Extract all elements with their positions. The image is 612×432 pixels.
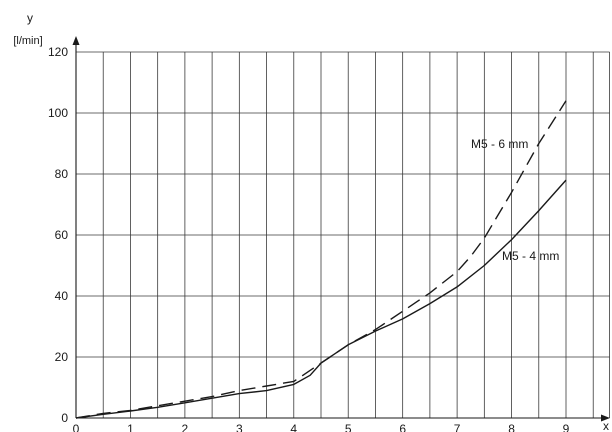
series-label-m5-4mm: M5 - 4 mm <box>502 249 559 263</box>
series-lines <box>75 100 567 419</box>
y-tick-label: 120 <box>48 45 68 59</box>
y-tick-label: 80 <box>55 167 69 181</box>
x-tick-label: 2 <box>182 422 189 432</box>
x-tick-label: 0 <box>73 422 80 432</box>
x-tick-label: 6 <box>399 422 406 432</box>
series-line-m5-6mm <box>75 100 567 419</box>
y-tick-label: 60 <box>55 228 69 242</box>
tick-labels: 0 1 2 3 4 5 6 7 8 9 0 20 40 60 80 100 120 <box>48 45 570 432</box>
grid <box>76 51 610 418</box>
x-tick-label: 9 <box>563 422 570 432</box>
x-tick-label: 3 <box>236 422 243 432</box>
y-tick-label: 0 <box>61 411 68 425</box>
y-axis-unit: [l/min] <box>13 35 42 47</box>
y-tick-label: 100 <box>48 106 68 120</box>
y-axis-label: y <box>27 11 33 25</box>
series-label-m5-6mm: M5 - 6 mm <box>471 137 528 151</box>
x-axis-arrow <box>601 414 610 422</box>
axes <box>72 36 610 422</box>
y-axis-arrow <box>72 36 80 45</box>
x-tick-label: 1 <box>127 422 134 432</box>
x-tick-label: 4 <box>290 422 297 432</box>
x-tick-label: 5 <box>345 422 352 432</box>
y-tick-label: 40 <box>55 289 69 303</box>
series-line-m5-4mm <box>75 179 567 419</box>
x-tick-label: 7 <box>454 422 461 432</box>
y-tick-label: 20 <box>55 350 69 364</box>
x-axis-label: x <box>603 419 609 432</box>
x-tick-label: 8 <box>508 422 515 432</box>
